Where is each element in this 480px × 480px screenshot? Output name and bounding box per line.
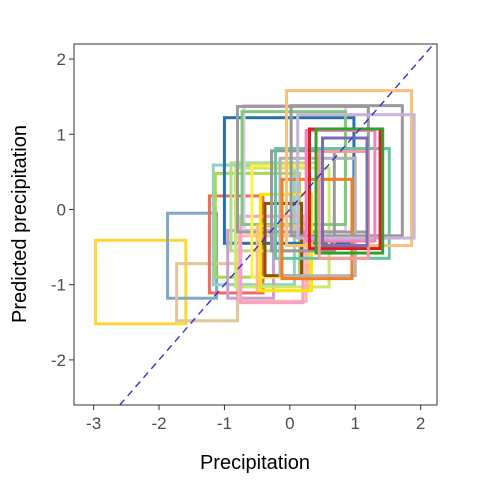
y-axis: -2 -1 0 1 2 <box>51 50 74 370</box>
data-rectangles <box>94 89 416 326</box>
data-rect <box>296 113 416 240</box>
data-rect <box>314 127 385 255</box>
y-tick-label: 1 <box>57 125 66 144</box>
x-axis: -3 -2 -1 0 1 2 <box>86 405 425 433</box>
x-tick-label: -1 <box>217 414 232 433</box>
x-tick-label: 2 <box>416 414 425 433</box>
x-tick-label: -3 <box>86 414 101 433</box>
plot-border <box>73 43 438 406</box>
data-rect <box>304 128 377 243</box>
y-tick-label: -2 <box>51 351 66 370</box>
reference-line <box>119 43 435 406</box>
data-rect <box>289 104 404 238</box>
x-tick-label: 1 <box>351 414 360 433</box>
y-axis-title: Predicted precipitation <box>9 125 31 323</box>
data-rect <box>270 149 336 253</box>
data-rect <box>234 166 331 289</box>
data-rect <box>278 156 357 278</box>
y-tick-label: 2 <box>57 50 66 69</box>
data-rect <box>240 110 347 226</box>
x-tick-label: -2 <box>151 414 166 433</box>
data-rect <box>94 238 188 326</box>
data-rect <box>321 136 369 248</box>
x-tick-label: 0 <box>285 414 294 433</box>
y-tick-label: 0 <box>57 200 66 219</box>
y-tick-label: -1 <box>51 276 66 295</box>
x-axis-title: Precipitation <box>200 452 310 474</box>
